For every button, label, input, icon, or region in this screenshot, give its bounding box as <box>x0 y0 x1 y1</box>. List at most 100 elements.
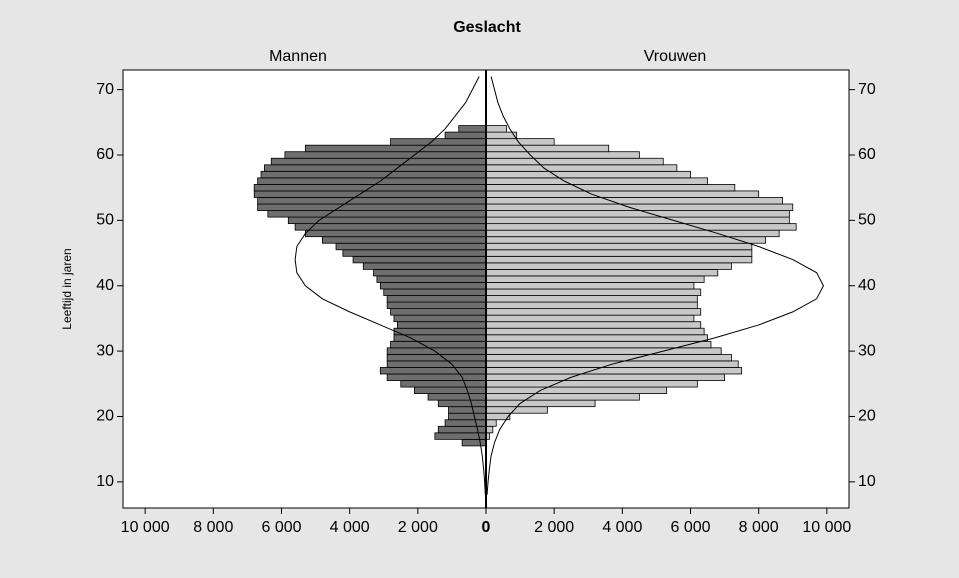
bar <box>485 419 497 427</box>
bar <box>485 242 753 251</box>
bar <box>304 144 487 153</box>
y-tick-label: 20 <box>858 408 876 425</box>
bar <box>386 301 487 310</box>
bar <box>485 367 743 375</box>
bar <box>485 301 698 310</box>
bar <box>485 249 753 257</box>
y-tick-label: 60 <box>858 146 876 163</box>
bar <box>485 203 794 211</box>
x-tick-label: 8 000 <box>739 519 779 536</box>
bar <box>257 197 487 205</box>
x-tick-label: 4 000 <box>602 519 642 536</box>
y-tick-label: 30 <box>858 342 876 359</box>
y-tick-label: 70 <box>858 81 876 98</box>
bar <box>352 255 487 264</box>
bar <box>485 340 712 349</box>
bar <box>485 157 664 166</box>
y-tick-label: 20 <box>96 408 114 425</box>
bar <box>264 164 487 172</box>
y-tick-label: 30 <box>96 342 114 359</box>
bar <box>393 334 487 342</box>
bar <box>294 223 487 231</box>
bar <box>485 425 494 434</box>
bar <box>270 157 487 166</box>
y-tick-label: 10 <box>858 473 876 490</box>
bar <box>485 399 596 408</box>
bar <box>485 229 780 238</box>
y-tick-label: 60 <box>96 146 114 163</box>
bar <box>485 177 708 185</box>
bar <box>485 170 691 179</box>
bar <box>335 242 487 251</box>
density-curve <box>294 76 486 495</box>
bar <box>485 262 732 270</box>
bar <box>485 151 640 159</box>
bar <box>304 229 487 238</box>
bar <box>379 282 487 290</box>
bar <box>485 308 702 316</box>
x-tick-label: 8 000 <box>193 519 233 536</box>
bar <box>485 295 698 303</box>
y-axis-label: Leeftijd in jaren <box>60 248 74 329</box>
x-tick-label: 6 000 <box>261 519 301 536</box>
bar <box>485 373 725 381</box>
bar <box>427 393 487 401</box>
bar <box>362 262 487 270</box>
bar <box>485 347 722 355</box>
bar <box>485 380 698 388</box>
bar <box>485 255 753 264</box>
bar <box>485 210 790 218</box>
bar <box>287 216 487 225</box>
y-tick-label: 50 <box>96 212 114 229</box>
bar <box>257 177 487 185</box>
series-label: Vrouwen <box>644 48 707 65</box>
bar <box>485 353 732 362</box>
bar <box>444 419 487 427</box>
bar <box>444 131 487 140</box>
x-tick-label: 10 000 <box>121 519 170 536</box>
bar <box>485 268 719 277</box>
bar <box>390 340 487 349</box>
bar <box>393 314 487 323</box>
bar <box>485 144 610 153</box>
bar <box>386 347 487 355</box>
bar <box>485 314 695 323</box>
bar <box>342 249 487 257</box>
bar <box>485 393 640 401</box>
bar <box>485 282 695 290</box>
bar <box>284 151 487 159</box>
bar <box>383 288 487 296</box>
bar <box>485 216 790 225</box>
bar <box>393 327 487 336</box>
bar <box>379 367 487 375</box>
bar <box>414 386 487 394</box>
bar <box>461 438 487 447</box>
bar <box>485 236 766 244</box>
bar <box>485 125 507 133</box>
bar <box>390 308 487 316</box>
bar <box>485 275 705 283</box>
bar <box>253 190 487 198</box>
bar <box>485 321 702 329</box>
y-tick-label: 40 <box>858 277 876 294</box>
bar <box>458 125 487 133</box>
bar <box>485 327 705 336</box>
bar <box>386 353 487 362</box>
x-tick-label: 2 000 <box>534 519 574 536</box>
y-tick-label: 10 <box>96 473 114 490</box>
series-label: Mannen <box>269 48 327 65</box>
bar <box>321 236 487 244</box>
bar <box>267 210 487 218</box>
bar <box>386 360 487 368</box>
bar <box>386 295 487 303</box>
bar <box>396 321 487 329</box>
bar <box>257 203 487 211</box>
x-tick-label: 2 000 <box>398 519 438 536</box>
bar <box>260 170 487 179</box>
bar <box>448 412 487 421</box>
bar <box>485 223 797 231</box>
y-tick-label: 70 <box>96 81 114 98</box>
bar <box>485 164 678 172</box>
bar <box>485 184 736 192</box>
x-tick-label: 6 000 <box>670 519 710 536</box>
